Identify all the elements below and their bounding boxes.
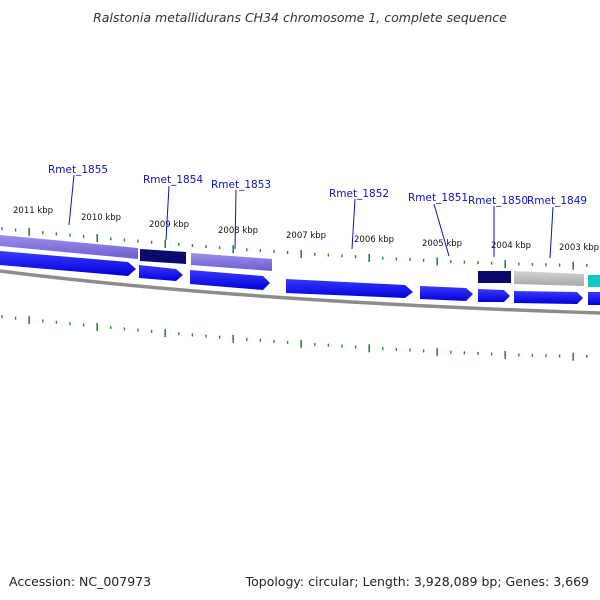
genome-summary-text: Topology: circular; Length: 3,928,089 bp… bbox=[245, 574, 589, 589]
feature-block-gray[interactable] bbox=[514, 271, 584, 286]
leader-rmet-1854 bbox=[165, 185, 170, 241]
kbp-label-2011: 2011 kbp bbox=[13, 206, 53, 216]
kbp-label-2003: 2003 kbp bbox=[559, 243, 599, 253]
gene-track bbox=[0, 251, 600, 305]
feature-block-navy-2[interactable] bbox=[478, 271, 511, 283]
leader-rmet-1852 bbox=[351, 198, 356, 250]
gene-label-rmet-1851[interactable]: Rmet_1851 bbox=[408, 192, 468, 204]
leader-rmet-1851 bbox=[433, 203, 450, 257]
map-title: Ralstonia metallidurans CH34 chromosome … bbox=[93, 10, 507, 25]
gene-label-rmet-1850[interactable]: Rmet_1850 bbox=[468, 195, 528, 207]
gene-arrow-next[interactable] bbox=[588, 292, 600, 305]
kbp-label-2006: 2006 kbp bbox=[354, 235, 394, 245]
gene-label-rmet-1853[interactable]: Rmet_1853 bbox=[211, 179, 271, 191]
accession-text: Accession: NC_007973 bbox=[9, 574, 152, 589]
feature-block-navy-1[interactable] bbox=[140, 249, 186, 264]
gene-label-rmet-1854[interactable]: Rmet_1854 bbox=[143, 174, 203, 186]
leader-rmet-1849 bbox=[549, 206, 554, 259]
gene-arrow-rmet-1851[interactable] bbox=[420, 286, 473, 301]
gene-arrow-rmet-1855[interactable] bbox=[0, 251, 136, 276]
kbp-label-2008: 2008 kbp bbox=[218, 226, 258, 236]
leader-rmet-1853 bbox=[234, 189, 237, 250]
chromosome-backbone bbox=[0, 269, 600, 315]
gene-arrow-rmet-1853[interactable] bbox=[190, 270, 270, 290]
feature-block-cyan[interactable] bbox=[588, 275, 600, 287]
kbp-label-2004: 2004 kbp bbox=[491, 241, 531, 251]
gene-arrow-rmet-1854[interactable] bbox=[139, 265, 183, 281]
feature-block-lavender-2[interactable] bbox=[191, 253, 272, 271]
gene-label-rmet-1855[interactable]: Rmet_1855 bbox=[48, 164, 108, 176]
feature-block-lavender-1[interactable] bbox=[0, 235, 138, 259]
gene-label-leaders bbox=[68, 174, 554, 259]
kbp-label-2007: 2007 kbp bbox=[286, 231, 326, 241]
scale-ticks-bottom bbox=[1, 315, 588, 361]
leader-rmet-1855 bbox=[68, 174, 75, 226]
feature-track-upper bbox=[0, 235, 600, 287]
scale-ticks-top bbox=[1, 227, 588, 270]
kbp-scale-labels: 2011 kbp 2010 kbp 2009 kbp 2008 kbp 2007… bbox=[13, 206, 599, 253]
gene-label-rmet-1849[interactable]: Rmet_1849 bbox=[527, 195, 587, 207]
gene-arrow-rmet-1852[interactable] bbox=[286, 279, 413, 298]
gene-arrow-rmet-1849[interactable] bbox=[514, 291, 583, 304]
kbp-label-2005: 2005 kbp bbox=[422, 239, 462, 249]
gene-label-rmet-1852[interactable]: Rmet_1852 bbox=[329, 188, 389, 200]
gene-labels: Rmet_1855 Rmet_1854 Rmet_1853 Rmet_1852 … bbox=[48, 164, 587, 207]
gene-arrow-rmet-1850[interactable] bbox=[478, 289, 510, 302]
kbp-label-2009: 2009 kbp bbox=[149, 220, 189, 230]
kbp-label-2010: 2010 kbp bbox=[81, 213, 121, 223]
